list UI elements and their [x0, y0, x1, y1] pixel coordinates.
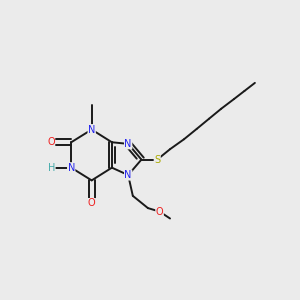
Text: O: O: [88, 199, 95, 208]
Text: N: N: [124, 139, 132, 149]
Text: N: N: [68, 163, 75, 173]
Text: O: O: [47, 137, 55, 147]
Text: N: N: [88, 124, 95, 135]
Text: O: O: [156, 207, 164, 217]
Text: S: S: [154, 154, 160, 165]
Text: N: N: [124, 170, 132, 180]
Text: H: H: [48, 163, 55, 173]
